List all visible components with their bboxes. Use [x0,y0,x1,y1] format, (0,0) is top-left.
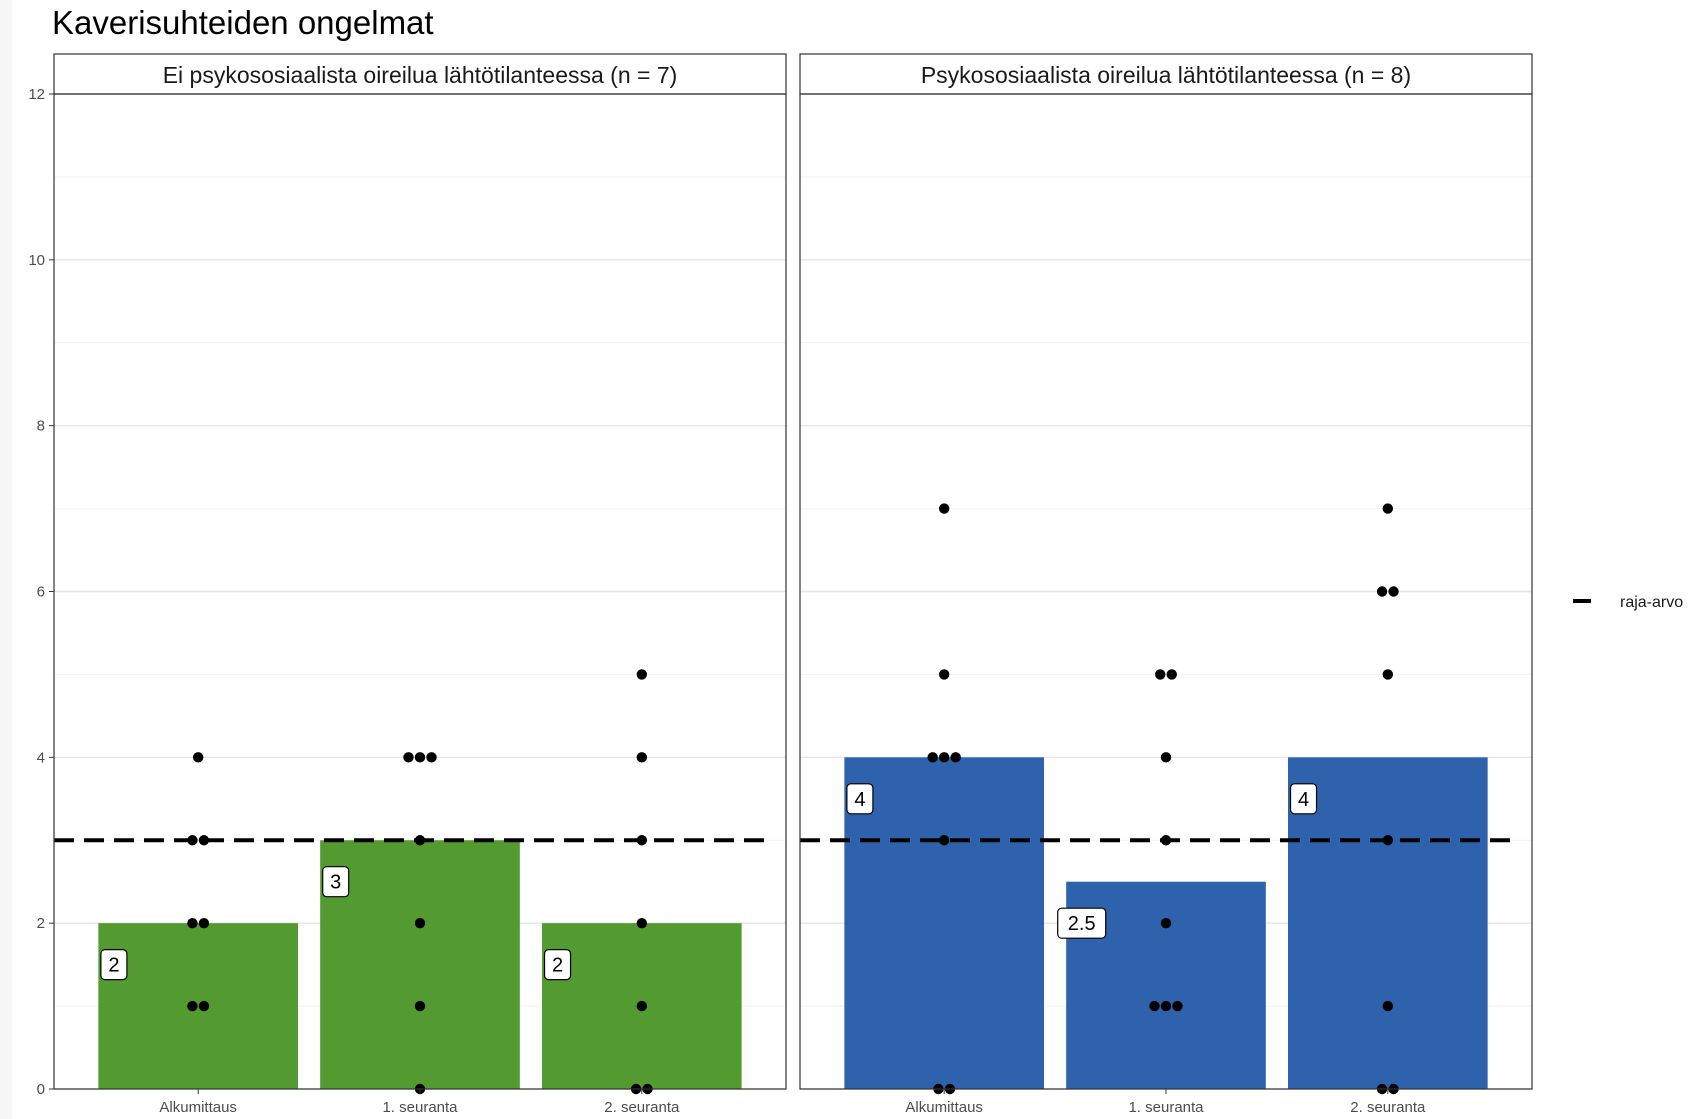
data-point [403,752,414,763]
data-point [1382,503,1394,514]
y-tick-label: 0 [37,1081,45,1098]
data-point [636,752,648,763]
data-point [426,752,437,763]
value-label-2-3: 4 [1289,783,1318,815]
value-label-1-3: 2 [543,949,572,981]
value-label-1-2: 3 [322,866,350,898]
x-tick-label: 2. seuranta [1350,1099,1426,1116]
data-point [198,917,210,929]
data-point [187,917,198,929]
chart-canvas: 2 3 2 Ei psykososiaalista oireilua lähtötil… [28,53,1683,1116]
data-point [414,752,426,763]
value-label-box [322,866,350,898]
x-tick-label: Alkumittaus [159,1099,237,1116]
data-point [1382,835,1394,846]
data-point [950,752,961,763]
data-point [187,835,198,846]
x-tick-label: 1. seuranta [1128,1099,1204,1116]
data-point [1382,1000,1394,1012]
y-tick-label: 10 [28,252,45,269]
data-point [636,669,648,680]
value-label-text: 4 [854,789,865,811]
data-point [1160,752,1172,763]
x-tick-label: Alkumittaus [905,1099,983,1116]
data-point [198,1000,210,1012]
value-label-text: 4 [1298,789,1309,811]
data-point [1160,917,1172,929]
data-point [938,669,950,680]
value-label-2-2: 2.5 [1057,907,1107,939]
y-tick-label: 6 [37,584,45,601]
data-point [414,1000,426,1012]
panel-strip [53,53,787,95]
bar-1-2 [320,840,520,1089]
data-point [1160,1000,1172,1012]
bar-2-1 [844,757,1044,1089]
value-label-box [1289,783,1318,815]
y-tick-label: 12 [28,86,45,103]
panel-strip-title: Ei psykososiaalista oireilua lähtötilant… [163,62,678,88]
data-point [636,917,648,929]
data-point [1160,835,1172,846]
value-label-box [543,949,572,981]
value-label-box [846,783,874,815]
value-label-1-1: 2 [100,949,128,981]
legend-label: raja-arvo [1620,594,1683,611]
y-axis: 0 2 4 6 8 10 12 [28,86,54,1098]
panel-2: 4 2.5 4 Psykososiaalista oireilua lähtötila… [799,53,1533,1116]
data-point [198,835,210,846]
value-label-text: 2.5 [1068,913,1096,935]
panel-strip-title: Psykososiaalista oireilua lähtötilantees… [921,62,1411,88]
data-point [1166,669,1177,680]
data-point [1172,1000,1183,1012]
chart-root: Kaverisuhteiden ongelmat 2 3 2 Ei psykososi… [12,0,1696,1119]
data-point [636,1000,648,1012]
value-label-box [1057,907,1107,939]
value-label-text: 2 [108,955,119,977]
data-point [1149,1000,1160,1012]
legend: raja-arvo [1573,594,1683,611]
data-point [192,752,204,763]
x-tick-label: 2. seuranta [604,1099,680,1116]
data-point [1382,669,1394,680]
value-label-box [100,949,128,981]
panel-1: 2 3 2 Ei psykososiaalista oireilua lähtötil… [53,53,787,1116]
bar-1-1 [98,923,298,1089]
x-tick-label: 1. seuranta [382,1099,458,1116]
data-point [414,835,426,846]
data-point [1155,669,1166,680]
data-point [927,752,938,763]
y-tick-label: 2 [37,915,45,932]
data-point [187,1000,198,1012]
data-point [938,752,950,763]
bar-2-3 [1288,757,1488,1089]
data-point [938,835,950,846]
data-point [938,503,950,514]
data-point [636,835,648,846]
data-point [1376,586,1388,597]
chart-title: Kaverisuhteiden ongelmat [52,4,434,41]
value-label-text: 3 [330,872,341,894]
data-point [1388,586,1399,597]
value-label-text: 2 [552,955,563,977]
y-tick-label: 8 [37,418,45,435]
value-label-2-1: 4 [846,783,874,815]
data-point [414,917,426,929]
y-tick-label: 4 [37,749,45,766]
